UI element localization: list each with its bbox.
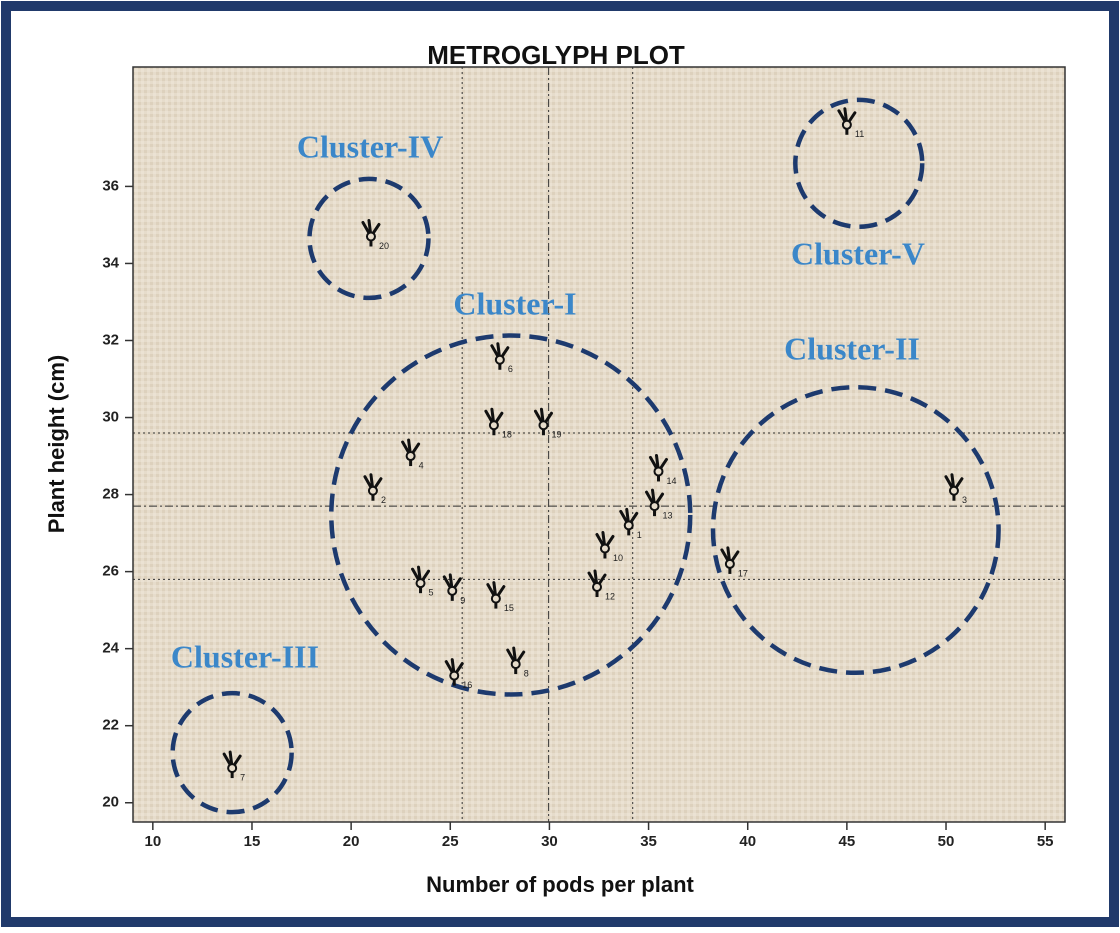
- point-label: 9: [460, 595, 465, 605]
- glyph: 20: [361, 218, 389, 251]
- glyph: 11: [837, 107, 864, 139]
- point-label: 6: [508, 364, 513, 374]
- glyph: 17: [720, 546, 748, 578]
- chart-title: METROGLYPH PLOT: [427, 40, 685, 70]
- point: [405, 451, 416, 462]
- x-tick-label: 15: [244, 833, 261, 850]
- cluster-circle: [307, 176, 431, 301]
- y-tick-label: 20: [102, 794, 119, 811]
- point: [538, 420, 549, 431]
- glyph: 18: [484, 407, 512, 440]
- glyph: 2: [363, 473, 386, 505]
- cluster-circle: [793, 97, 925, 230]
- point: [449, 670, 460, 681]
- point-label: 1: [637, 530, 642, 540]
- point-label: 4: [419, 460, 424, 470]
- glyph: 10: [595, 531, 623, 563]
- point-label: 7: [240, 772, 245, 782]
- cluster-circle: [710, 384, 1001, 676]
- y-tick-label: 36: [102, 177, 119, 194]
- glyph: 14: [648, 453, 677, 486]
- point: [490, 593, 501, 604]
- point: [415, 578, 426, 589]
- point-label: 11: [855, 129, 864, 139]
- point: [367, 485, 378, 496]
- y-tick-label: 22: [102, 717, 119, 734]
- point-label: 3: [962, 495, 967, 505]
- y-tick-label: 34: [102, 254, 119, 271]
- y-tick-label: 26: [102, 563, 119, 580]
- x-tick-label: 45: [839, 833, 856, 850]
- cluster-label: Cluster-I: [453, 285, 576, 321]
- x-tick-label: 50: [938, 833, 955, 850]
- cluster-circle: [329, 333, 693, 697]
- glyph: 6: [490, 342, 513, 374]
- cluster-label: Cluster-II: [784, 330, 920, 366]
- plot-area: [132, 66, 1066, 823]
- point: [653, 466, 664, 477]
- point: [599, 543, 610, 554]
- x-tick-label: 55: [1037, 833, 1054, 850]
- glyph: 13: [645, 488, 673, 521]
- point-label: 13: [663, 511, 673, 521]
- point-label: 18: [502, 430, 512, 440]
- point: [510, 659, 521, 670]
- point: [227, 763, 238, 774]
- point: [623, 520, 634, 531]
- point-label: 8: [524, 668, 529, 678]
- point-label: 14: [666, 476, 676, 486]
- glyph: 16: [444, 658, 472, 690]
- point: [724, 558, 735, 569]
- glyph: 15: [486, 581, 514, 613]
- point-label: 5: [429, 588, 434, 598]
- glyph: 3: [944, 473, 967, 505]
- point: [948, 485, 959, 496]
- x-tick-label: 35: [640, 833, 657, 850]
- point: [365, 231, 376, 242]
- x-tick-label: 40: [739, 833, 756, 850]
- point-label: 12: [605, 591, 615, 601]
- glyph: 19: [533, 407, 561, 440]
- point-label: 16: [462, 680, 472, 690]
- point: [447, 585, 458, 596]
- cluster-label: Cluster-V: [791, 235, 925, 271]
- x-tick-label: 10: [144, 833, 161, 850]
- x-axis-label: Number of pods per plant: [426, 872, 694, 897]
- point: [494, 354, 505, 365]
- point-label: 20: [379, 241, 389, 251]
- glyph: 9: [442, 573, 465, 605]
- x-tick-label: 20: [343, 833, 360, 850]
- point: [649, 501, 660, 512]
- glyph: 12: [587, 569, 615, 601]
- point-label: 2: [381, 495, 386, 505]
- cluster-circle: [170, 690, 294, 815]
- point-label: 17: [738, 568, 748, 578]
- glyph: 4: [401, 438, 424, 470]
- glyph: 8: [506, 646, 529, 678]
- cluster-label: Cluster-IV: [297, 128, 443, 164]
- y-tick-label: 28: [102, 486, 119, 503]
- point: [592, 582, 603, 593]
- point: [841, 119, 852, 130]
- point-label: 19: [551, 430, 561, 440]
- y-axis-label: Plant height (cm): [44, 355, 69, 533]
- cluster-label: Cluster-III: [171, 638, 319, 674]
- point: [488, 420, 499, 431]
- point-label: 15: [504, 603, 514, 613]
- point-label: 10: [613, 553, 623, 563]
- x-tick-label: 30: [541, 833, 558, 850]
- glyph: 7: [222, 750, 245, 782]
- y-tick-label: 24: [102, 640, 119, 657]
- glyph: 5: [411, 565, 434, 598]
- y-tick-label: 32: [102, 331, 119, 348]
- glyph: 1: [619, 507, 642, 540]
- x-tick-label: 25: [442, 833, 459, 850]
- y-tick-label: 30: [102, 409, 119, 426]
